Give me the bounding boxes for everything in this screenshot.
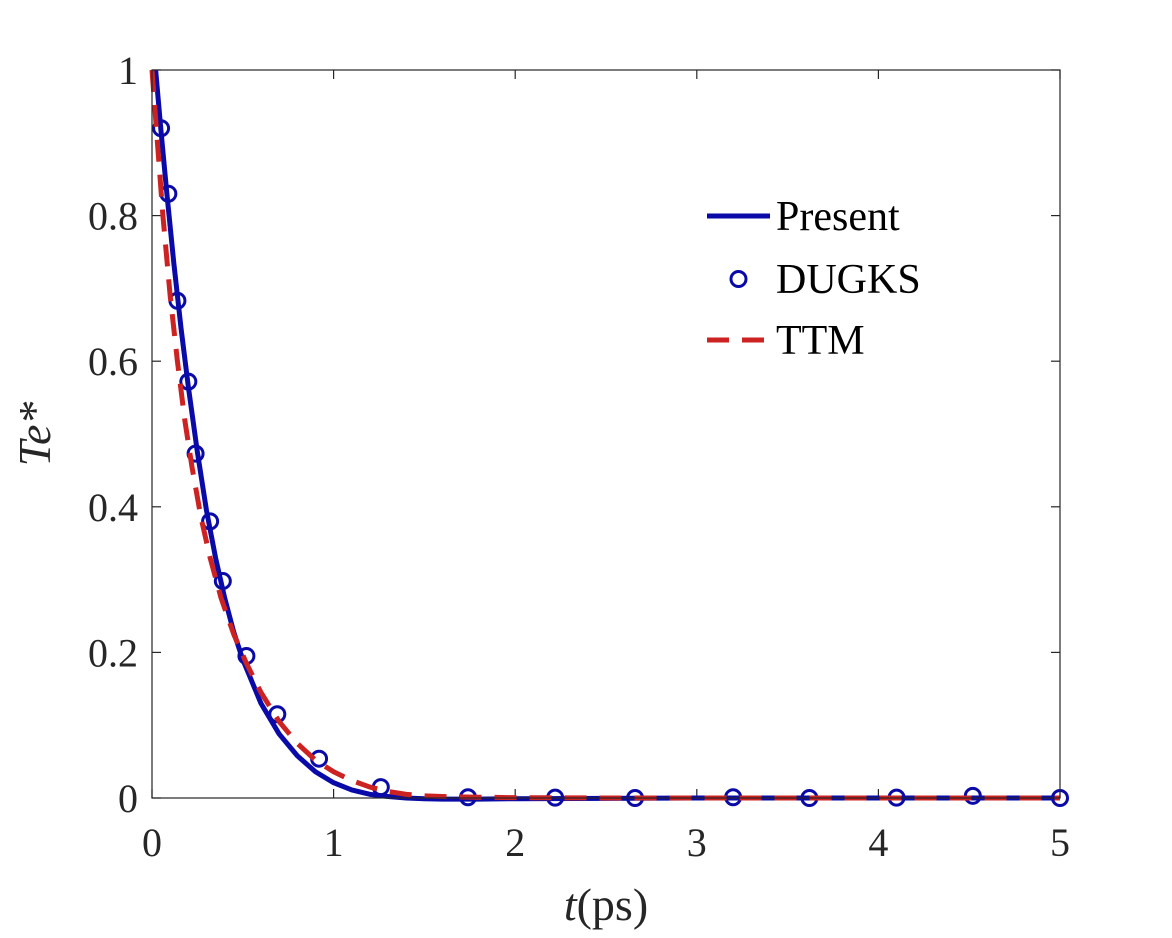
y-tick-label: 0.4 xyxy=(88,485,138,530)
x-tick-label: 3 xyxy=(687,820,707,865)
x-tick-label: 2 xyxy=(505,820,525,865)
legend-present-label: Present xyxy=(776,194,900,240)
series-dugks-marker xyxy=(179,372,198,391)
x-tick-label: 1 xyxy=(324,820,344,865)
y-tick-label: 0.8 xyxy=(88,194,138,239)
x-tick-label: 4 xyxy=(868,820,888,865)
series-dugks-marker xyxy=(201,512,220,531)
x-tick-label: 5 xyxy=(1050,820,1070,865)
tick-labels: 0 1 2 3 4 5 0 0.2 0.4 0.6 0.8 1 xyxy=(88,48,1070,865)
legend: Present DUGKS TTM xyxy=(707,194,921,364)
series-dugks-marker xyxy=(152,119,171,138)
plot-area-background xyxy=(152,70,1060,798)
x-tick-label: 0 xyxy=(142,820,162,865)
legend-dugks-marker xyxy=(729,270,748,288)
x-axis-label: t(ps) xyxy=(564,879,648,930)
y-axis-label: Te* xyxy=(9,402,60,467)
y-tick-label: 0.2 xyxy=(88,630,138,675)
y-tick-label: 1 xyxy=(118,48,138,93)
y-tick-label: 0 xyxy=(118,776,138,821)
x-axis-label-var: t xyxy=(564,879,578,930)
y-tick-label: 0.6 xyxy=(88,339,138,384)
series-dugks-marker xyxy=(213,572,232,591)
legend-ttm-label: TTM xyxy=(776,318,865,364)
legend-dugks-label: DUGKS xyxy=(776,257,921,303)
x-axis-label-unit: (ps) xyxy=(577,879,649,930)
plot-frame xyxy=(151,69,1061,799)
